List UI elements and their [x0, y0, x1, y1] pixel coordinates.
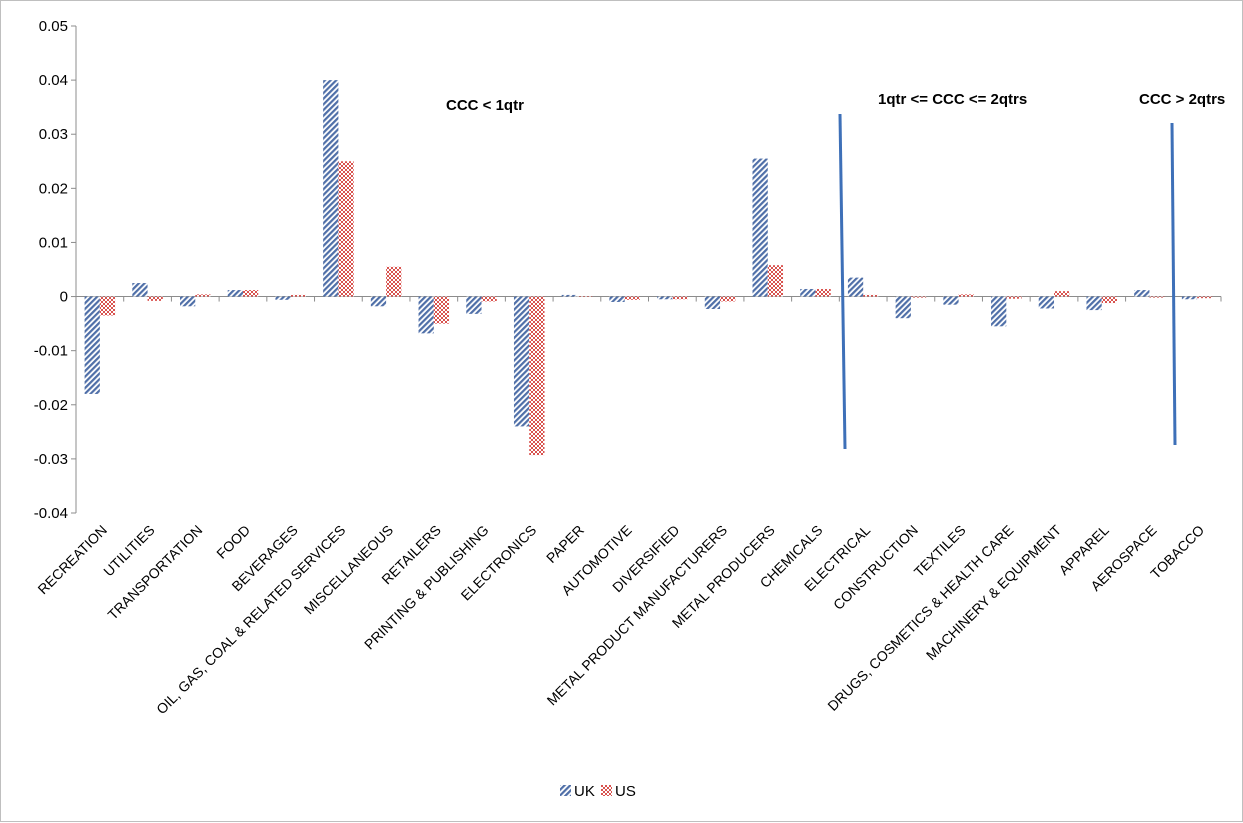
bar-uk — [466, 296, 482, 314]
bar-uk — [943, 296, 959, 305]
bar-uk — [1038, 296, 1055, 309]
bar-uk — [84, 296, 100, 394]
y-tick-label: 0.02 — [39, 180, 68, 197]
bar-uk — [895, 296, 911, 319]
bar-us — [767, 265, 784, 297]
bar-us — [672, 296, 688, 300]
y-tick-label: 0 — [60, 289, 68, 306]
bar-uk — [609, 296, 625, 302]
bar-uk — [1134, 290, 1150, 297]
bar-us — [242, 290, 259, 297]
bar-us — [290, 294, 306, 297]
y-tick-label: -0.04 — [34, 505, 68, 522]
annotation-mid-ccc: 1qtr <= CCC <= 2qtrs — [878, 91, 1027, 108]
y-tick-label: 0.01 — [39, 234, 68, 251]
annotations: CCC < 1qtr 1qtr <= CCC <= 2qtrs CCC > 2q… — [446, 91, 1225, 114]
bar-uk — [991, 296, 1007, 327]
bar-uk — [657, 296, 673, 300]
legend-label-uk: UK — [574, 783, 595, 800]
separator-line-2 — [1170, 122, 1177, 446]
y-tick-label: 0.04 — [39, 72, 68, 89]
bar-us — [529, 296, 545, 456]
x-category-label: CONSTRUCTION — [830, 522, 921, 613]
bar-uk — [323, 80, 339, 297]
bar-us — [99, 296, 116, 316]
bar-us — [1054, 291, 1070, 297]
bar-us — [386, 266, 402, 297]
bar-uk — [704, 296, 721, 310]
legend-swatch-uk — [560, 785, 571, 796]
axes: 0.05 0.04 0.03 0.02 0.01 0 -0.01 -0.02 -0.03 -0.0… — [34, 18, 1222, 522]
x-category-label: FOOD — [213, 522, 253, 562]
bar-uk — [1086, 296, 1102, 311]
bar-us — [433, 296, 450, 324]
bar-us — [958, 294, 974, 297]
bar-us — [815, 288, 831, 297]
bar-uk — [752, 158, 768, 297]
bar-uk — [513, 296, 530, 427]
legend: UK US — [560, 783, 636, 800]
bar-us — [624, 296, 640, 300]
bar-us — [147, 296, 163, 301]
bar-us — [576, 296, 593, 297]
separator-line-1 — [838, 113, 847, 450]
bar-uk — [275, 296, 291, 300]
bar-uk — [370, 296, 387, 307]
annotation-long-ccc: CCC > 2qtrs — [1139, 91, 1225, 108]
bar-us — [720, 296, 736, 302]
y-tick-label: -0.03 — [34, 451, 68, 468]
bar-us — [195, 294, 211, 297]
bar-uk — [1181, 296, 1198, 300]
bar-us — [1149, 296, 1165, 298]
segment-separators — [838, 113, 1177, 450]
bars — [84, 80, 1213, 456]
x-category-label: PAPER — [543, 522, 587, 566]
bar-us — [1197, 296, 1213, 299]
bar-uk — [227, 290, 243, 297]
y-tick-label: -0.01 — [34, 343, 68, 360]
y-tick-label: 0.05 — [39, 18, 68, 35]
bar-uk — [847, 277, 864, 297]
bar-us — [481, 296, 497, 302]
annotation-short-ccc: CCC < 1qtr — [446, 97, 524, 114]
x-category-label: RECREATION — [34, 522, 109, 597]
bar-uk — [561, 294, 577, 297]
bar-us — [863, 294, 879, 297]
x-category-label: METAL PRODUCT MANUFACTURERS — [544, 522, 731, 709]
bar-uk — [800, 288, 816, 297]
legend-swatch-us — [601, 785, 612, 796]
bar-uk — [180, 296, 196, 307]
bar-uk — [132, 283, 148, 297]
bar-us — [338, 161, 354, 297]
bar-uk — [418, 296, 434, 334]
bar-us — [1006, 296, 1022, 299]
y-tick-label: -0.02 — [34, 397, 68, 414]
legend-label-us: US — [615, 783, 636, 800]
x-category-label: MISCELLANEOUS — [301, 522, 396, 617]
bar-us — [1101, 296, 1117, 304]
y-tick-label: 0.03 — [39, 126, 68, 143]
bar-us — [910, 296, 927, 298]
x-category-label: TRANSPORTATION — [104, 522, 205, 623]
